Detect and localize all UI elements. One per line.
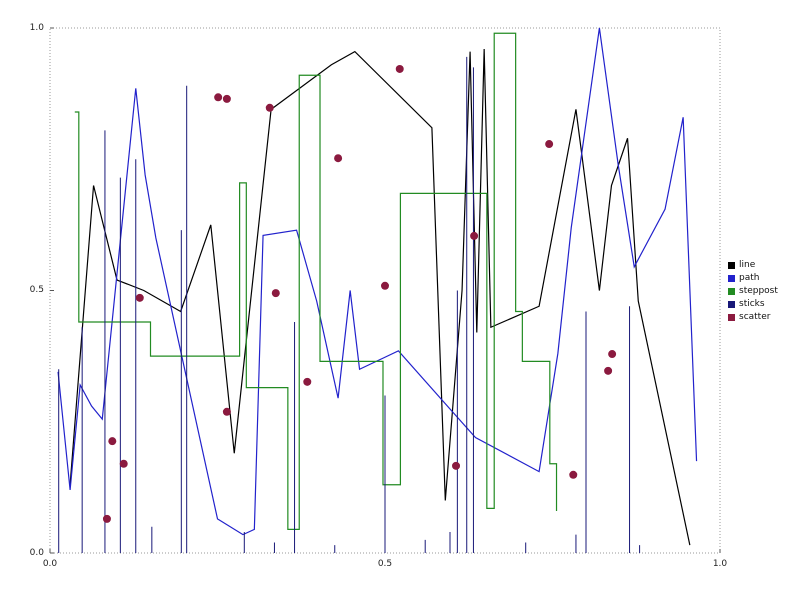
legend-swatch-scatter (728, 313, 735, 321)
series-scatter (102, 64, 617, 523)
legend-label: scatter (739, 312, 771, 322)
legend-item-sticks: sticks (728, 299, 778, 309)
legend-swatch-path (728, 274, 735, 282)
series-line (69, 48, 691, 546)
y-tick-label-0.0: 0.0 (29, 548, 44, 558)
legend-label: sticks (739, 299, 765, 309)
legend-label: steppost (739, 286, 778, 296)
legend: line path steppost sticks scatter (728, 260, 778, 322)
legend-swatch-sticks (728, 300, 735, 308)
x-tick-label-0.5: 0.5 (377, 559, 393, 569)
legend-item-path: path (728, 273, 778, 283)
legend-item-steppost: steppost (728, 286, 778, 296)
y-tick-label-1.0: 1.0 (29, 23, 44, 33)
y-tick-label-0.5: 0.5 (29, 285, 44, 295)
legend-label: path (739, 273, 760, 283)
x-tick-label-0.0: 0.0 (42, 559, 58, 569)
legend-item-scatter: scatter (728, 312, 778, 322)
legend-swatch-steppost (728, 287, 735, 295)
series-sticks (58, 56, 641, 553)
legend-label: line (739, 260, 756, 270)
series-steppost (74, 32, 558, 530)
series-path (57, 27, 698, 536)
legend-item-line: line (728, 260, 778, 270)
legend-swatch-line (728, 261, 735, 269)
x-tick-label-1.0: 1.0 (712, 559, 728, 569)
